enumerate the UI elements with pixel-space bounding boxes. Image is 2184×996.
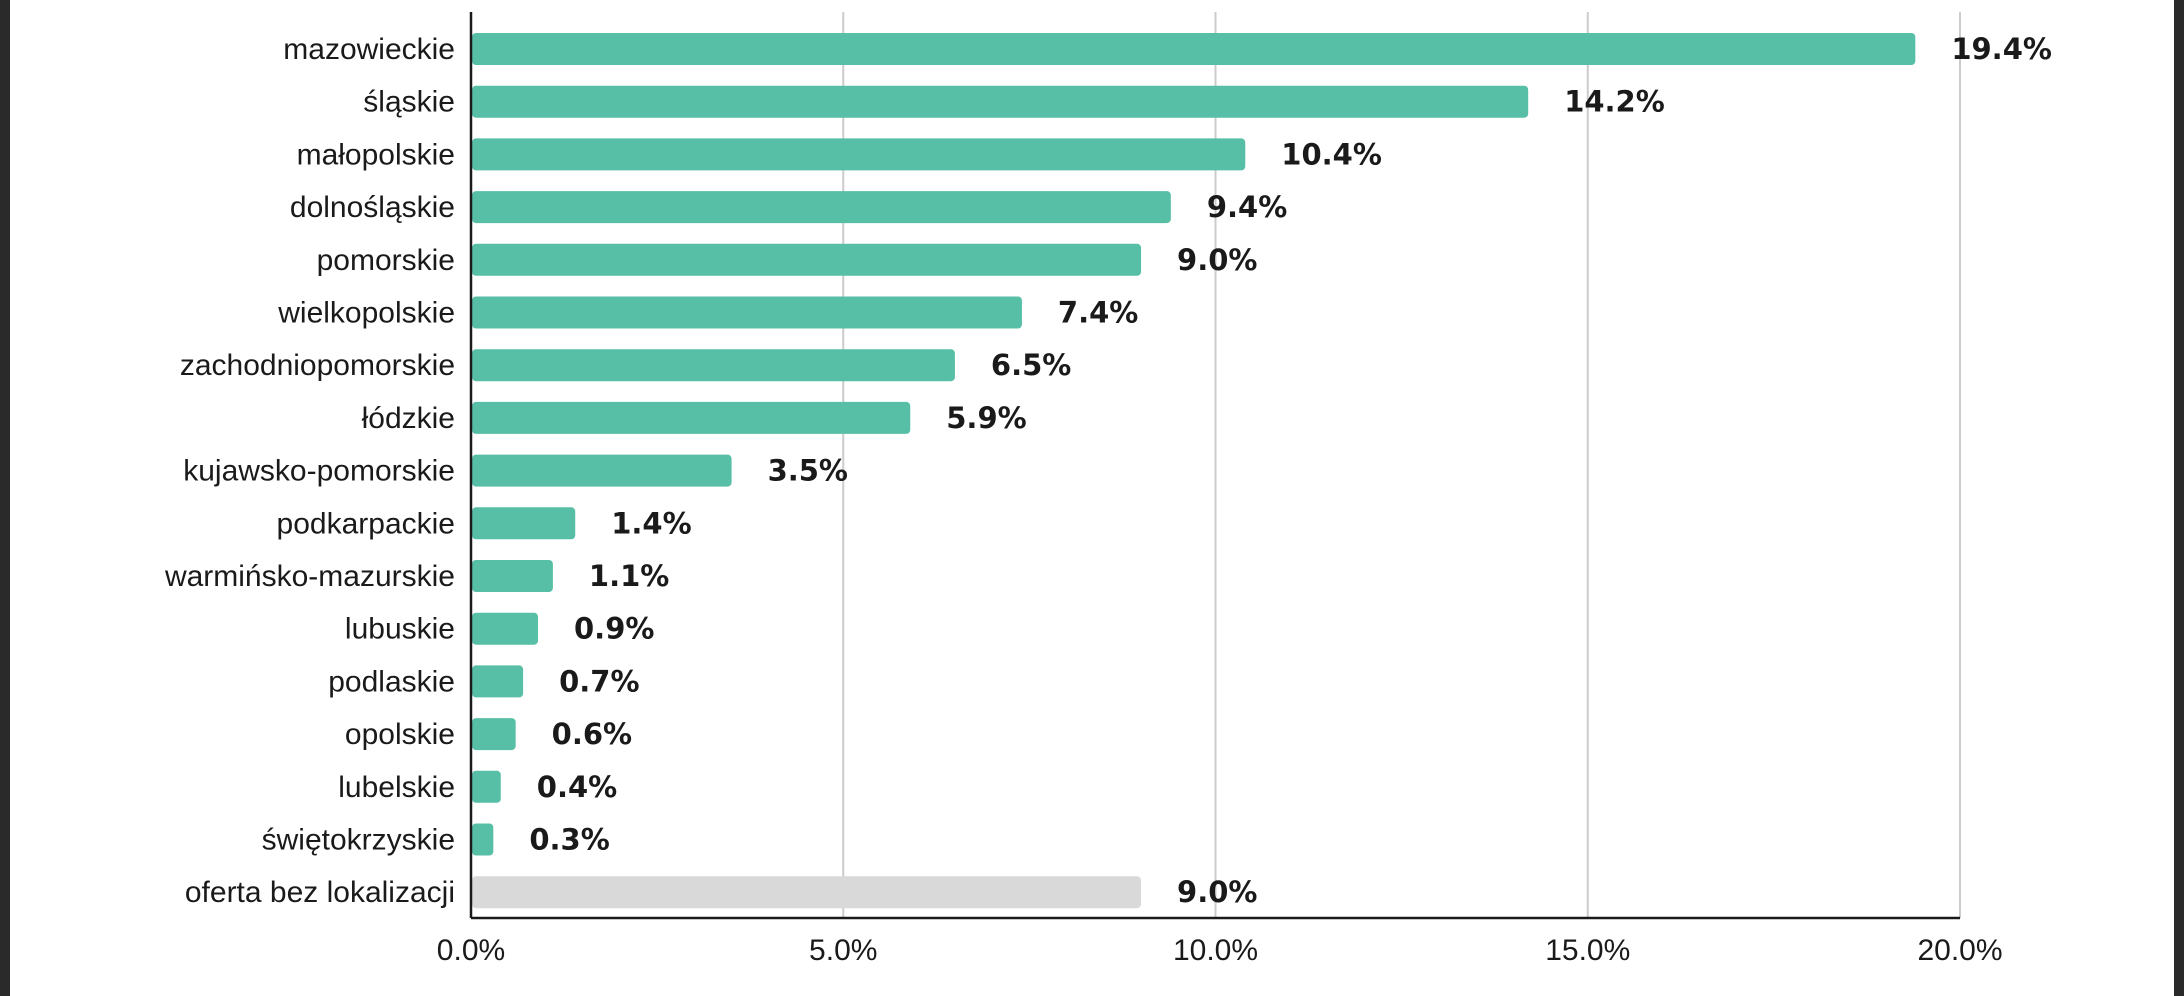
value-label: 0.9% xyxy=(574,612,654,646)
bar xyxy=(472,243,1142,276)
x-tick-label: 20.0% xyxy=(1917,934,2002,967)
category-label: śląskie xyxy=(363,86,455,119)
category-label: opolskie xyxy=(345,718,455,751)
category-label: oferta bez lokalizacji xyxy=(185,876,455,909)
bar-chart: 0.0% 5.0% 10.0% 15.0% 20.0% mazowieckie 19.4% ś… xyxy=(164,12,2052,967)
value-label: 0.3% xyxy=(529,823,609,857)
category-label: łódzkie xyxy=(362,402,455,435)
category-label: lubuskie xyxy=(345,613,455,646)
value-label: 5.9% xyxy=(946,401,1026,435)
bar xyxy=(472,296,1022,329)
category-label: zachodniopomorskie xyxy=(180,349,455,382)
bar xyxy=(472,454,732,487)
value-label: 6.5% xyxy=(991,348,1071,382)
value-label: 14.2% xyxy=(1564,85,1665,119)
value-label: 9.0% xyxy=(1177,875,1257,909)
bar xyxy=(472,507,576,540)
bar xyxy=(472,612,539,645)
labels: 0.0% 5.0% 10.0% 15.0% 20.0% mazowieckie 19.4% ś… xyxy=(164,32,2052,967)
category-label: kujawsko-pomorskie xyxy=(183,455,455,488)
chart-panel: 0.0% 5.0% 10.0% 15.0% 20.0% mazowieckie 19.4% ś… xyxy=(10,0,2174,996)
x-tick-label: 10.0% xyxy=(1173,934,1258,967)
axes xyxy=(469,12,1960,920)
category-label: podkarpackie xyxy=(277,507,455,540)
value-label: 1.4% xyxy=(611,506,691,540)
category-label: wielkopolskie xyxy=(277,297,455,330)
bar xyxy=(472,33,1916,65)
value-label: 19.4% xyxy=(1951,32,2052,66)
category-label: lubelskie xyxy=(338,771,455,804)
category-label: podlaskie xyxy=(328,665,455,698)
category-label: małopolskie xyxy=(297,138,455,171)
category-label: świętokrzyskie xyxy=(262,824,455,857)
x-tick-label: 5.0% xyxy=(809,934,877,967)
category-label: pomorskie xyxy=(317,244,455,277)
value-label: 9.4% xyxy=(1207,190,1287,224)
bar xyxy=(472,191,1171,224)
value-label: 0.4% xyxy=(537,770,617,804)
bars xyxy=(472,33,1916,909)
value-label: 9.0% xyxy=(1177,243,1257,277)
value-label: 1.1% xyxy=(589,559,669,593)
value-label: 3.5% xyxy=(768,454,848,488)
bar xyxy=(472,401,911,434)
category-label: warmińsko-mazurskie xyxy=(164,560,455,593)
value-label: 0.6% xyxy=(552,717,632,751)
bar xyxy=(472,560,553,592)
x-tick-label: 0.0% xyxy=(437,934,505,967)
value-label: 0.7% xyxy=(559,664,639,698)
category-label: mazowieckie xyxy=(283,33,455,66)
value-label: 10.4% xyxy=(1281,137,1382,171)
bar xyxy=(472,138,1246,171)
bar xyxy=(472,718,516,751)
bar xyxy=(472,665,524,698)
bar xyxy=(472,823,494,856)
bar xyxy=(472,876,1142,909)
bar xyxy=(472,85,1529,118)
x-tick-label: 15.0% xyxy=(1545,934,1630,967)
bar xyxy=(472,770,501,803)
category-label: dolnośląskie xyxy=(290,191,455,224)
value-label: 7.4% xyxy=(1058,296,1138,330)
bar xyxy=(472,349,955,382)
